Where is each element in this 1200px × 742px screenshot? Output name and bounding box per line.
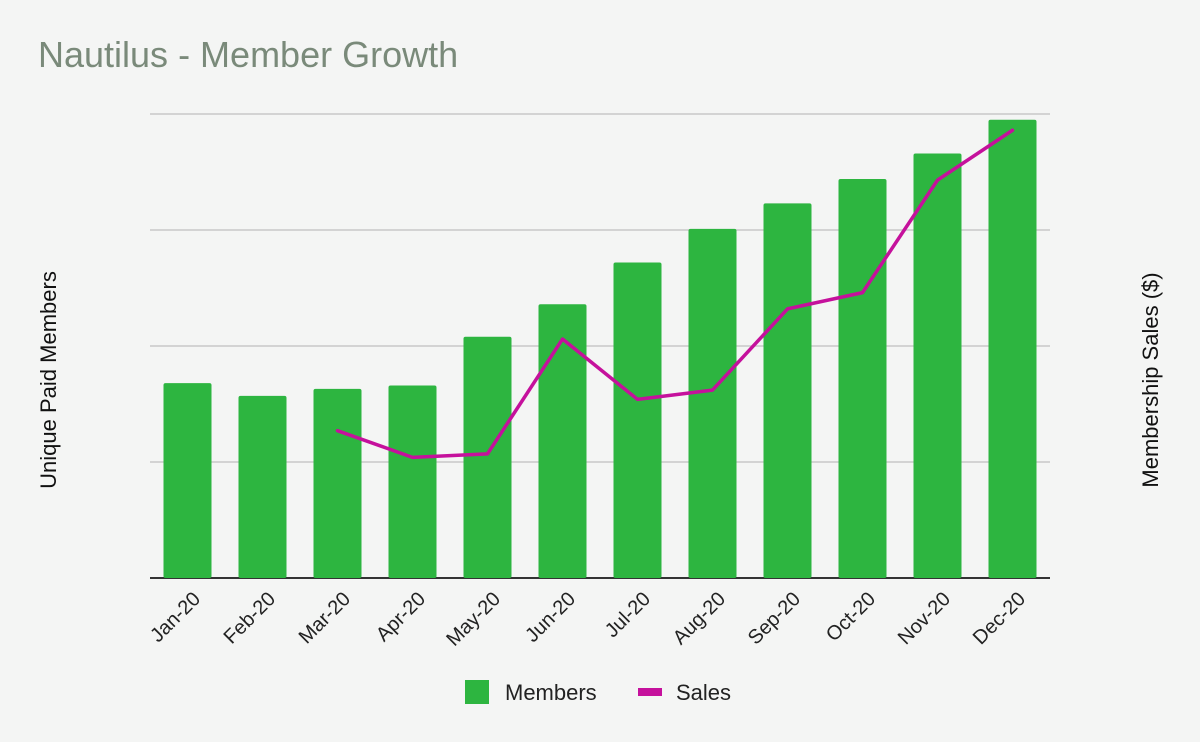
- bar-jun-20: [538, 304, 587, 578]
- bar-mar-20: [313, 388, 362, 578]
- y-axis-label: Unique Paid Members: [36, 271, 61, 489]
- bar-dec-20: [988, 119, 1037, 579]
- bar-oct-20: [838, 178, 887, 578]
- x-tick-label: Sep-20: [744, 588, 805, 649]
- x-tick-label: Apr-20: [372, 588, 430, 646]
- bar-jul-20: [613, 262, 662, 578]
- x-tick-label: Jun-20: [521, 588, 580, 647]
- x-tick-label: Feb-20: [220, 588, 280, 648]
- x-tick-label: Nov-20: [894, 588, 955, 649]
- bar-nov-20: [913, 153, 962, 578]
- x-tick-label: Jan-20: [146, 588, 205, 647]
- legend-sales-swatch: [638, 688, 662, 696]
- legend-members-swatch: [465, 680, 489, 704]
- bar-aug-20: [688, 228, 737, 578]
- y2-axis-label: Membership Sales ($): [1138, 272, 1163, 487]
- x-tick-labels: Jan-20 Feb-20 Mar-20 Apr-20 May-20 Jun-20 Jul-…: [146, 588, 1030, 651]
- bar-feb-20: [238, 395, 287, 578]
- x-tick-label: Jul-20: [601, 588, 655, 642]
- bars-members: [163, 119, 1037, 579]
- chart-title: Nautilus - Member Growth: [38, 34, 458, 75]
- legend-members-label: Members: [505, 680, 597, 705]
- x-tick-label: May-20: [442, 588, 505, 651]
- legend-sales-label: Sales: [676, 680, 731, 705]
- bar-may-20: [463, 336, 512, 578]
- sales-line: [335, 128, 1015, 460]
- x-tick-label: Aug-20: [669, 588, 730, 649]
- bar-sep-20: [763, 203, 812, 578]
- bar-jan-20: [163, 383, 212, 578]
- bar-apr-20: [388, 385, 437, 578]
- x-tick-label: Dec-20: [969, 588, 1030, 649]
- x-tick-label: Oct-20: [822, 588, 880, 646]
- line-sales: [335, 128, 1015, 460]
- x-tick-label: Mar-20: [295, 588, 355, 648]
- gridlines: [150, 113, 1050, 579]
- legend: Members Sales: [465, 680, 731, 705]
